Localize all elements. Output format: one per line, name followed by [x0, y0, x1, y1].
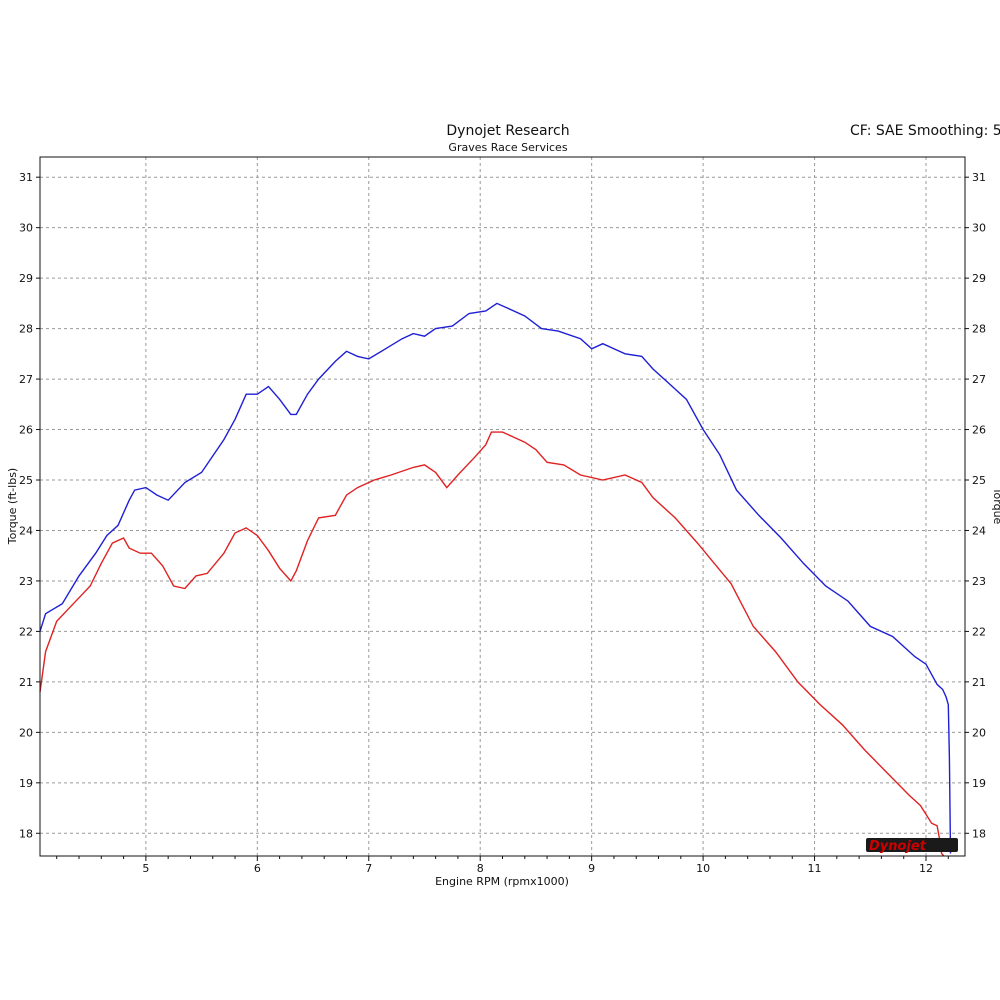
y-tick-label-right: 18 — [972, 827, 986, 840]
y-tick-label-right: 30 — [972, 222, 986, 235]
y-tick-label-right: 22 — [972, 625, 986, 638]
x-tick-label: 7 — [365, 862, 372, 875]
y-tick-label-right: 20 — [972, 726, 986, 739]
chart-title: Dynojet Research — [446, 123, 569, 139]
y-tick-label: 28 — [19, 323, 33, 336]
y-tick-label-right: 25 — [972, 474, 986, 487]
logo-text: Dynojet — [869, 839, 927, 854]
y-tick-label-right: 26 — [972, 424, 986, 437]
x-tick-label: 10 — [696, 862, 710, 875]
chart-subtitle: Graves Race Services — [448, 141, 567, 154]
axis-ticks: 5 6 7 8 9 10 11 12 18 18 19 19 20 20 21 21 22 22 23 23 24 24 2… — [19, 171, 986, 875]
y-tick-label: 19 — [19, 777, 33, 790]
y-tick-label-right: 29 — [972, 272, 986, 285]
x-tick-label: 11 — [808, 862, 822, 875]
y-tick-label: 21 — [19, 676, 33, 689]
y-tick-label: 23 — [19, 575, 33, 588]
y-tick-label: 18 — [19, 827, 33, 840]
y-tick-label: 31 — [19, 171, 33, 184]
y-tick-label: 25 — [19, 474, 33, 487]
y-tick-label: 26 — [19, 424, 33, 437]
x-tick-label: 8 — [477, 862, 484, 875]
x-tick-label: 9 — [588, 862, 595, 875]
correction-factor-label: CF: SAE Smoothing: 5 — [850, 123, 1000, 139]
y-tick-label: 29 — [19, 272, 33, 285]
plot-frame — [39, 156, 966, 857]
y-tick-label-right: 21 — [972, 676, 986, 689]
grid — [40, 157, 965, 856]
y-tick-label-right: 28 — [972, 323, 986, 336]
y-axis-label-right: Torque — [991, 487, 1000, 525]
y-tick-label-right: 27 — [972, 373, 986, 386]
x-tick-label: 12 — [919, 862, 933, 875]
y-tick-label: 27 — [19, 373, 33, 386]
y-tick-label-right: 19 — [972, 777, 986, 790]
series-line-2 — [39, 431, 945, 857]
y-tick-label-right: 31 — [972, 171, 986, 184]
x-axis-label: Engine RPM (rpmx1000) — [435, 875, 569, 888]
y-tick-label-right: 23 — [972, 575, 986, 588]
x-tick-label: 5 — [142, 862, 149, 875]
y-tick-label: 22 — [19, 625, 33, 638]
y-tick-label-right: 24 — [972, 524, 986, 537]
dynojet-logo: Dynojet — [866, 838, 958, 854]
series-line-1 — [39, 302, 952, 854]
x-tick-label: 6 — [254, 862, 261, 875]
y-tick-label: 24 — [19, 524, 33, 537]
y-axis-label: Torque (ft-lbs) — [6, 468, 19, 545]
y-tick-label: 30 — [19, 222, 33, 235]
series-lines — [39, 302, 952, 857]
y-tick-label: 20 — [19, 726, 33, 739]
